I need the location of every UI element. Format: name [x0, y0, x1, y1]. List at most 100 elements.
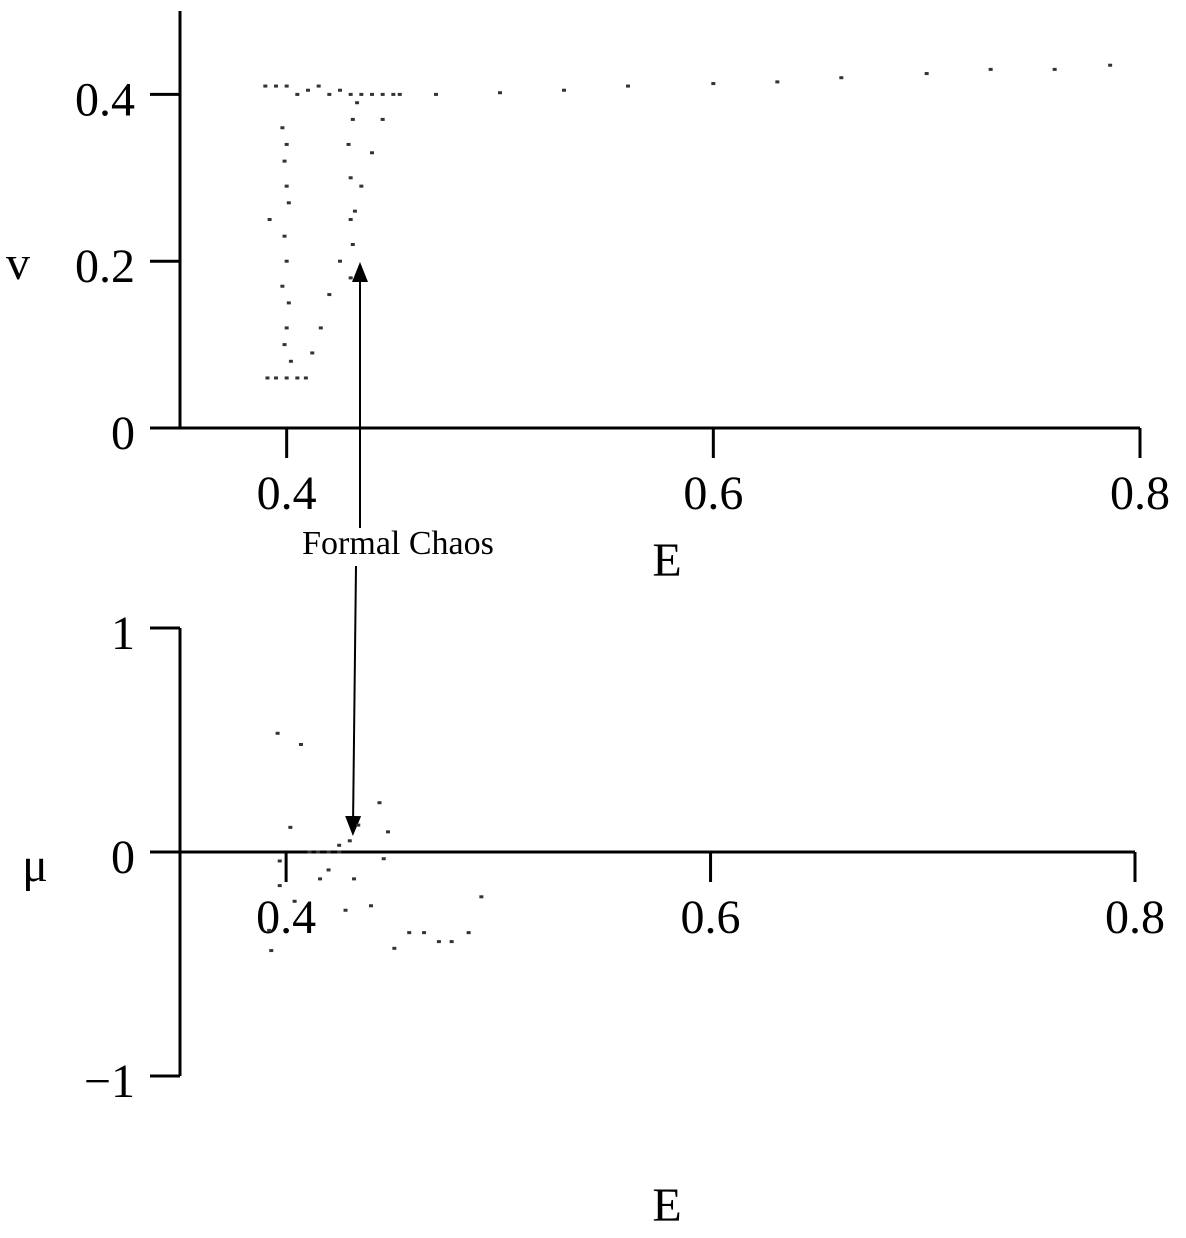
- point: [263, 84, 268, 88]
- point: [449, 940, 454, 944]
- point: [327, 92, 332, 96]
- point: [286, 201, 291, 205]
- point: [839, 76, 844, 80]
- point: [318, 877, 323, 881]
- x-tick-label: 0.4: [257, 467, 317, 520]
- point: [286, 301, 291, 305]
- annotation-arrow: [345, 565, 362, 836]
- annotation: Formal Chaos: [302, 525, 494, 562]
- x-axis-label: E: [652, 534, 681, 587]
- point: [466, 931, 471, 935]
- y-tick-label: 0: [111, 831, 135, 884]
- point: [626, 84, 630, 88]
- point: [307, 850, 312, 854]
- point: [318, 326, 323, 330]
- point: [306, 88, 310, 92]
- point: [267, 218, 272, 221]
- point: [350, 117, 355, 121]
- x-tick-label: 0.8: [1110, 467, 1170, 520]
- point: [924, 72, 929, 76]
- point: [288, 825, 293, 829]
- point: [348, 276, 353, 280]
- point: [380, 92, 385, 96]
- y-axis-label: μ: [22, 839, 48, 892]
- x-tick-label: 0.6: [681, 891, 741, 944]
- point: [355, 101, 360, 105]
- y-tick-label: 0: [111, 407, 135, 460]
- point: [269, 949, 274, 953]
- point: [326, 850, 331, 854]
- point: [265, 376, 270, 380]
- point: [422, 931, 427, 935]
- point: [775, 80, 780, 84]
- point: [310, 351, 315, 355]
- point: [348, 92, 353, 96]
- point: [338, 259, 342, 263]
- point: [562, 88, 566, 92]
- point: [359, 184, 364, 188]
- point: [1052, 67, 1057, 71]
- point: [274, 376, 278, 380]
- x-tick-label: 0.4: [256, 891, 316, 944]
- point: [381, 857, 386, 861]
- point: [348, 176, 353, 180]
- point: [711, 82, 716, 86]
- point: [277, 884, 282, 888]
- point: [407, 931, 412, 935]
- point: [498, 91, 502, 95]
- point: [316, 84, 321, 88]
- point: [385, 830, 390, 834]
- point: [346, 142, 351, 146]
- point: [347, 839, 352, 843]
- x-tick-label: 0.8: [1105, 891, 1165, 944]
- point: [392, 946, 397, 950]
- y-tick-label: 0.2: [75, 240, 135, 293]
- point: [350, 243, 355, 247]
- point: [359, 92, 364, 96]
- x-tick-label: 0.6: [683, 467, 743, 520]
- point: [315, 850, 320, 854]
- point: [436, 940, 441, 944]
- point: [277, 859, 282, 863]
- point: [434, 92, 438, 96]
- point: [282, 343, 287, 347]
- point: [295, 376, 300, 380]
- point: [274, 84, 278, 88]
- point: [479, 895, 484, 899]
- point: [370, 151, 374, 155]
- point: [352, 877, 357, 881]
- point: [391, 92, 396, 96]
- point: [284, 84, 289, 88]
- point: [267, 928, 272, 932]
- y-axis-label: v: [6, 237, 30, 290]
- point: [338, 88, 342, 92]
- point: [988, 67, 993, 71]
- point: [284, 259, 289, 263]
- point: [352, 209, 357, 213]
- point: [288, 359, 293, 363]
- point: [370, 92, 374, 96]
- point: [337, 850, 342, 854]
- point: [326, 868, 331, 872]
- point: [348, 218, 353, 221]
- point: [303, 376, 308, 380]
- point: [356, 823, 361, 827]
- point: [397, 92, 402, 96]
- point: [284, 142, 289, 146]
- point: [282, 234, 287, 238]
- point: [275, 731, 280, 735]
- point: [292, 899, 297, 903]
- point: [380, 117, 385, 121]
- y-tick-label: −1: [84, 1055, 135, 1108]
- y-tick-label: 0.4: [75, 73, 135, 126]
- point: [1108, 63, 1113, 67]
- point: [284, 376, 289, 380]
- point: [377, 801, 382, 805]
- point: [284, 326, 289, 330]
- point: [337, 843, 342, 847]
- point: [369, 904, 373, 908]
- point: [282, 159, 287, 163]
- point: [280, 284, 285, 288]
- y-tick-label: 1: [111, 607, 135, 660]
